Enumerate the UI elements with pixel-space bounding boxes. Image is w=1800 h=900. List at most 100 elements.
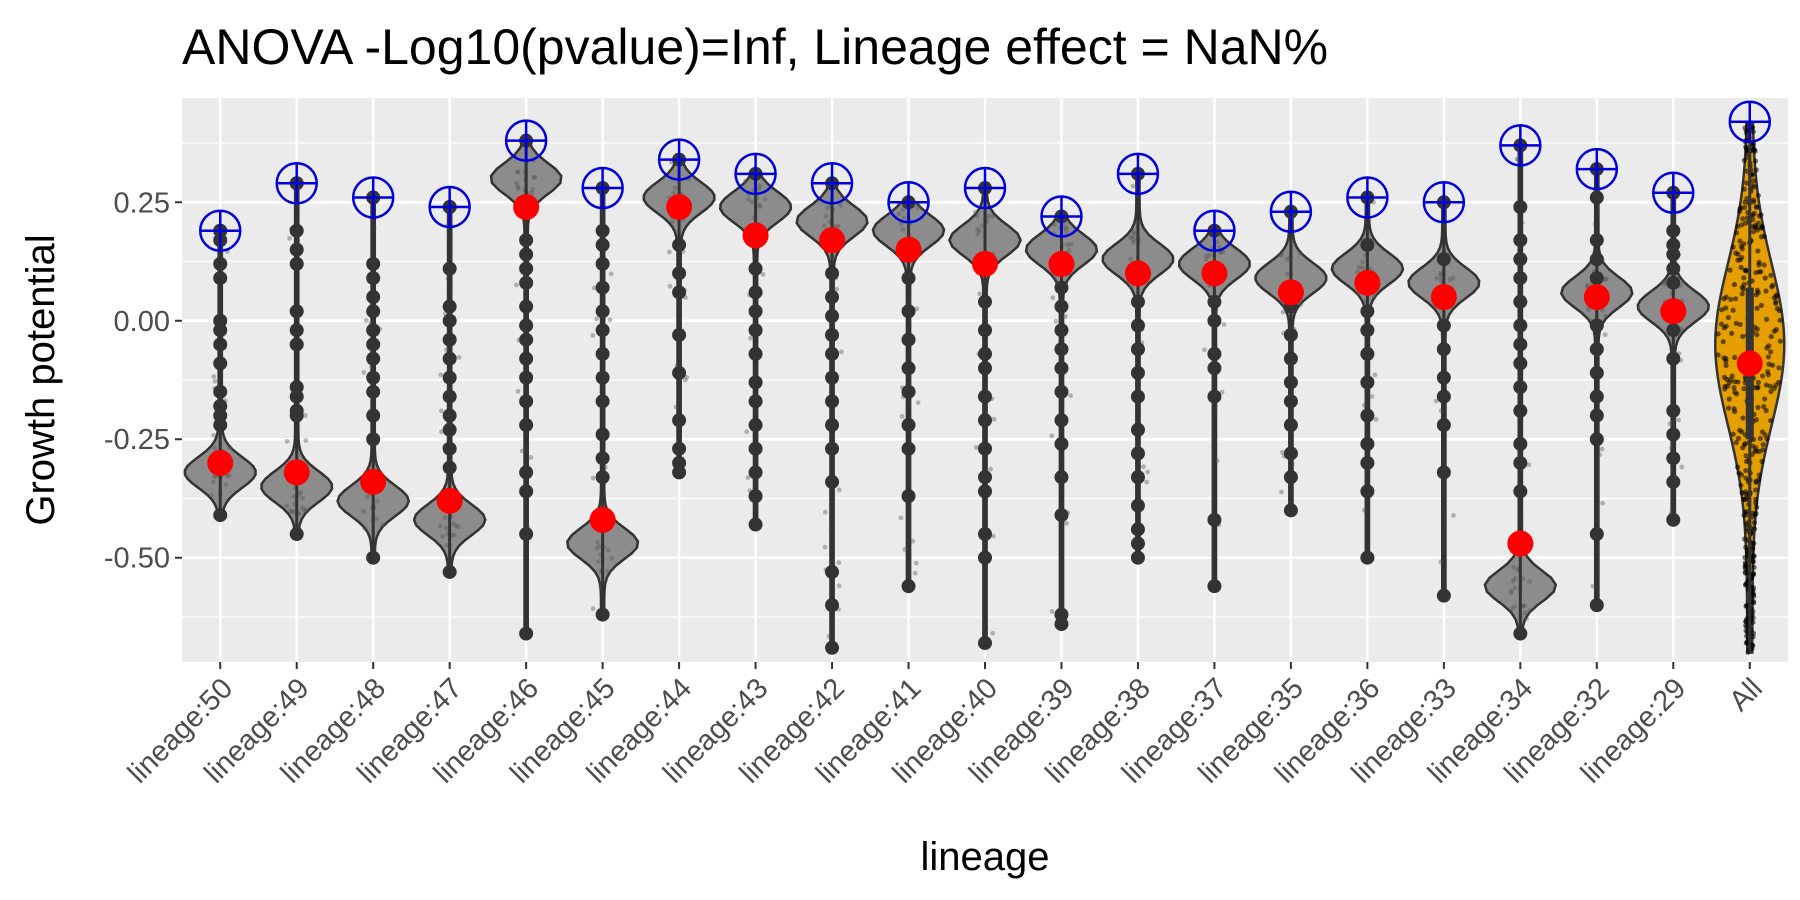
jitter-point — [898, 221, 904, 227]
jitter-point — [226, 473, 232, 478]
jitter-point — [594, 539, 600, 545]
outlier-point — [1666, 323, 1681, 338]
jitter-point — [823, 213, 829, 219]
jitter-point — [453, 523, 459, 529]
jitter-point — [1742, 564, 1748, 570]
outlier-point — [901, 304, 916, 319]
jitter-point — [1723, 305, 1729, 311]
outlier-point — [672, 285, 687, 300]
jitter-point — [591, 285, 597, 291]
jitter-point — [1743, 618, 1749, 625]
jitter-point — [973, 445, 979, 450]
jitter-point — [373, 516, 379, 522]
jitter-point — [672, 185, 678, 191]
jitter-point — [898, 515, 904, 521]
jitter-point — [1049, 433, 1055, 439]
jitter-point — [1750, 217, 1756, 223]
outlier-point — [289, 256, 304, 271]
jitter-point — [1750, 600, 1757, 606]
jitter-point — [1514, 156, 1520, 162]
outlier-point — [1130, 422, 1145, 437]
outlier-point — [1130, 522, 1145, 537]
outlier-point — [1513, 318, 1528, 333]
outlier-point — [901, 384, 916, 399]
jitter-point — [1771, 328, 1777, 334]
jitter-point — [1732, 408, 1738, 415]
jitter-point — [1759, 458, 1765, 465]
jitter-point — [1742, 440, 1748, 447]
jitter-point — [1203, 256, 1209, 262]
min-point — [1054, 617, 1069, 632]
outlier-point — [1054, 280, 1069, 295]
jitter-point — [974, 213, 980, 219]
outlier-point — [442, 370, 457, 385]
jitter-point — [374, 498, 380, 504]
jitter-point — [1756, 259, 1762, 265]
outlier-point — [1589, 389, 1604, 404]
jitter-point — [1128, 235, 1133, 240]
jitter-point — [838, 349, 844, 355]
outlier-point — [442, 351, 457, 366]
outlier-point — [519, 394, 534, 409]
jitter-point — [361, 370, 367, 375]
outlier-point — [442, 389, 457, 404]
outlier-point — [748, 375, 763, 390]
jitter-point — [1372, 372, 1378, 378]
outlier-point — [1589, 190, 1604, 205]
jitter-point — [1752, 512, 1758, 518]
jitter-point — [1776, 308, 1782, 314]
jitter-point — [1740, 333, 1746, 340]
jitter-point — [1768, 349, 1774, 355]
jitter-point — [442, 515, 448, 521]
outlier-point — [748, 489, 763, 504]
jitter-point — [1524, 616, 1529, 622]
violin-group — [260, 162, 334, 542]
outlier-point — [1207, 389, 1222, 404]
jitter-point — [1361, 402, 1367, 408]
jitter-point — [1739, 222, 1745, 228]
mean-point — [1430, 284, 1457, 311]
jitter-point — [913, 560, 919, 566]
outlier-point — [366, 337, 381, 352]
outlier-point — [1360, 484, 1375, 499]
jitter-point — [1750, 212, 1756, 218]
jitter-point — [1750, 559, 1757, 565]
outlier-point — [1436, 370, 1451, 385]
jitter-point — [896, 211, 902, 217]
jitter-point — [1520, 603, 1526, 609]
jitter-point — [821, 223, 827, 229]
jitter-point — [530, 186, 535, 192]
jitter-point — [976, 228, 982, 234]
jitter-point — [208, 493, 214, 499]
outlier-point — [519, 527, 534, 542]
min-point — [213, 508, 228, 523]
outlier-point — [442, 332, 457, 347]
mean-point — [207, 449, 234, 476]
outlier-point — [978, 470, 992, 485]
jitter-point — [300, 505, 305, 511]
outlier-point — [1283, 470, 1298, 485]
violin-group — [1559, 147, 1634, 613]
jitter-point — [1750, 634, 1756, 640]
jitter-point — [1750, 546, 1756, 552]
jitter-point — [1765, 354, 1771, 360]
jitter-point — [1371, 293, 1377, 299]
jitter-point — [1741, 496, 1748, 503]
outlier-point — [748, 465, 763, 480]
min-point — [1513, 626, 1528, 641]
jitter-point — [900, 227, 906, 232]
jitter-point — [515, 169, 521, 175]
outlier-point — [442, 422, 457, 437]
outlier-point — [978, 389, 992, 404]
outlier-point — [1589, 233, 1604, 248]
jitter-point — [1603, 276, 1609, 282]
min-point — [901, 579, 916, 594]
jitter-point — [1743, 268, 1750, 274]
jitter-point — [1740, 216, 1746, 222]
outlier-point — [595, 280, 610, 295]
jitter-point — [1732, 354, 1738, 361]
jitter-point — [608, 271, 614, 277]
jitter-point — [1526, 462, 1532, 468]
jitter-point — [1660, 279, 1666, 285]
jitter-point — [991, 416, 997, 422]
